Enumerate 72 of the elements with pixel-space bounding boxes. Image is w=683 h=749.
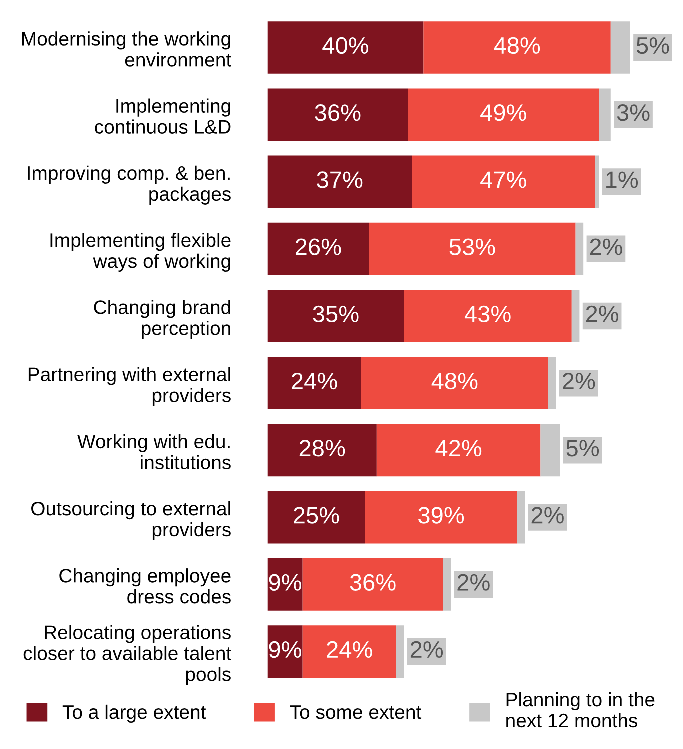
data-label: 47% [480, 172, 526, 188]
bar [302, 558, 444, 611]
y-tick-label: Working with edu. institutions [78, 434, 231, 470]
data-label: 48% [432, 372, 478, 390]
bar [599, 88, 611, 142]
bar [268, 290, 404, 342]
y-tick-label: Modernising the working environment [22, 32, 232, 67]
data-label: 2% [590, 238, 622, 256]
data-label: 42% [436, 440, 482, 457]
bar [412, 156, 596, 208]
y-tick-label: Changing employee dress codes [60, 568, 231, 604]
bar [404, 290, 572, 342]
bar [424, 22, 611, 74]
data-label: 2% [563, 372, 596, 390]
data-label: 53% [450, 238, 496, 256]
data-label: 2% [532, 507, 564, 524]
bar [268, 558, 303, 611]
data-label: 48% [494, 37, 540, 54]
data-label: 5% [566, 440, 600, 457]
legend-label: To a large extent [62, 704, 206, 724]
bar [365, 491, 518, 544]
legend-label: To some extent [290, 706, 422, 720]
bar [268, 424, 377, 477]
data-label: 28% [300, 440, 346, 457]
bar [268, 626, 303, 678]
data-label: 43% [464, 306, 511, 323]
bar [268, 88, 408, 142]
bar [268, 491, 366, 544]
data-label: 25% [294, 507, 340, 524]
data-label: 49% [480, 104, 526, 122]
data-label: 24% [292, 372, 338, 390]
bar [576, 222, 584, 276]
data-label: 2% [458, 574, 490, 591]
bar [268, 222, 370, 276]
bar [443, 558, 452, 611]
data-label: 1% [606, 172, 638, 188]
data-label: 40% [322, 37, 369, 54]
y-tick-label: Implementing continuous L&D [95, 98, 231, 134]
data-label: 2% [410, 641, 444, 658]
bar [376, 424, 541, 477]
y-tick-label: Relocating operations closer to available talent pools [24, 625, 232, 686]
data-label: 9% [269, 574, 302, 592]
data-label: 24% [327, 641, 372, 658]
data-label: 35% [313, 306, 359, 323]
bar [369, 222, 576, 276]
bar [408, 88, 600, 142]
bar [610, 22, 630, 74]
bar [548, 357, 556, 410]
y-tick-label: Changing brand perception [94, 300, 230, 340]
bar [572, 290, 580, 342]
data-label: 2% [586, 306, 619, 322]
bar [517, 491, 526, 544]
data-label: 3% [617, 104, 650, 122]
y-tick-label: Improving comp. & ben. packages [28, 166, 231, 205]
y-tick-label: Outsourcing to external providers [32, 501, 231, 541]
y-tick-label: Partnering with external providers [28, 367, 231, 406]
legend-label: Planning to in the next 12 months [506, 692, 655, 728]
bar [361, 357, 548, 410]
bar [268, 156, 412, 208]
data-label: 26% [296, 238, 342, 256]
data-label: 9% [269, 641, 302, 658]
bar [268, 357, 362, 410]
data-label: 39% [418, 507, 464, 524]
data-label: 36% [315, 104, 361, 122]
data-label: 5% [636, 37, 670, 54]
bar [396, 626, 404, 678]
data-label: 36% [350, 574, 396, 592]
bar [302, 626, 396, 678]
y-tick-label: Implementing flexible ways of working [50, 232, 231, 272]
bar [268, 22, 424, 74]
bar [540, 424, 560, 477]
data-label: 37% [317, 172, 363, 188]
